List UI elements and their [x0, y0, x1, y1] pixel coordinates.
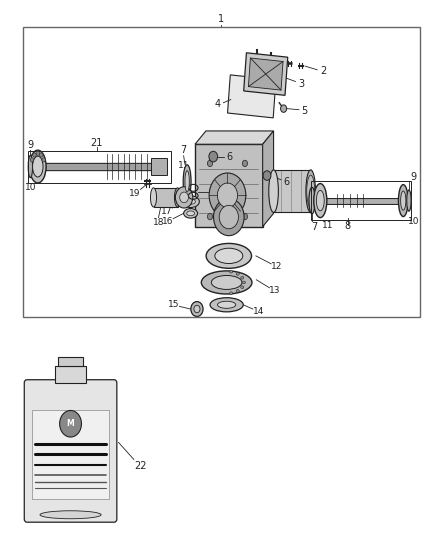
- Circle shape: [217, 183, 237, 207]
- Text: 9: 9: [27, 140, 33, 150]
- Ellipse shape: [314, 183, 327, 217]
- Polygon shape: [263, 131, 274, 227]
- Ellipse shape: [236, 272, 239, 275]
- Circle shape: [191, 302, 203, 317]
- Text: 9: 9: [410, 172, 417, 182]
- Ellipse shape: [269, 170, 279, 213]
- Circle shape: [175, 187, 193, 208]
- Ellipse shape: [182, 196, 199, 207]
- Circle shape: [281, 105, 287, 112]
- Polygon shape: [195, 131, 274, 144]
- Ellipse shape: [185, 171, 189, 192]
- Text: 3: 3: [298, 79, 304, 88]
- Ellipse shape: [309, 187, 315, 214]
- Circle shape: [209, 151, 218, 162]
- Ellipse shape: [230, 270, 233, 273]
- Bar: [58, 357, 83, 366]
- Circle shape: [36, 151, 39, 155]
- Circle shape: [39, 153, 43, 157]
- Ellipse shape: [230, 292, 233, 295]
- Text: 10: 10: [407, 217, 419, 227]
- Circle shape: [207, 213, 212, 220]
- Text: 17: 17: [161, 207, 173, 216]
- Text: 7: 7: [180, 146, 187, 156]
- FancyBboxPatch shape: [24, 379, 117, 522]
- Ellipse shape: [306, 170, 315, 213]
- Bar: [28, 151, 171, 182]
- Ellipse shape: [241, 277, 244, 279]
- Circle shape: [219, 205, 238, 229]
- Ellipse shape: [32, 156, 43, 177]
- Ellipse shape: [183, 165, 191, 198]
- Ellipse shape: [401, 191, 406, 210]
- Bar: [311, 181, 411, 220]
- Text: M: M: [67, 419, 74, 428]
- Ellipse shape: [174, 188, 180, 207]
- Text: 1: 1: [218, 14, 224, 25]
- Ellipse shape: [307, 175, 314, 207]
- Ellipse shape: [184, 208, 198, 218]
- Ellipse shape: [186, 199, 195, 204]
- Text: 6: 6: [284, 177, 290, 187]
- Ellipse shape: [29, 150, 46, 183]
- Text: 12: 12: [271, 262, 283, 271]
- Circle shape: [194, 305, 200, 313]
- Text: 19: 19: [129, 189, 141, 198]
- Text: 6: 6: [227, 151, 233, 161]
- Ellipse shape: [201, 271, 252, 294]
- Text: 10: 10: [25, 183, 36, 192]
- Circle shape: [180, 192, 188, 203]
- Circle shape: [42, 158, 46, 162]
- Text: 14: 14: [253, 307, 264, 316]
- Ellipse shape: [187, 211, 194, 216]
- Circle shape: [242, 213, 247, 220]
- Bar: [32, 410, 109, 498]
- Ellipse shape: [212, 276, 242, 289]
- Bar: [274, 170, 311, 213]
- Ellipse shape: [241, 286, 244, 288]
- Circle shape: [263, 171, 271, 180]
- Polygon shape: [244, 53, 288, 95]
- Bar: [151, 158, 166, 175]
- Text: 4: 4: [215, 99, 221, 109]
- Ellipse shape: [242, 281, 245, 284]
- Bar: [55, 366, 86, 383]
- Bar: [153, 188, 177, 207]
- Ellipse shape: [215, 248, 243, 263]
- Polygon shape: [248, 58, 283, 90]
- Ellipse shape: [218, 301, 236, 308]
- Text: 7: 7: [311, 222, 317, 232]
- Ellipse shape: [236, 289, 239, 292]
- Ellipse shape: [28, 156, 32, 177]
- Text: 13: 13: [269, 286, 280, 295]
- Text: 11: 11: [178, 161, 189, 170]
- Bar: [22, 27, 420, 317]
- Text: 21: 21: [91, 138, 103, 148]
- Ellipse shape: [316, 190, 324, 211]
- Circle shape: [60, 410, 81, 437]
- Text: 11: 11: [321, 221, 333, 230]
- Text: 18: 18: [153, 219, 164, 228]
- Text: 22: 22: [134, 461, 147, 471]
- Ellipse shape: [399, 184, 408, 216]
- Text: 15: 15: [168, 300, 180, 309]
- Ellipse shape: [40, 511, 101, 519]
- Circle shape: [207, 160, 212, 167]
- Ellipse shape: [206, 244, 251, 268]
- Ellipse shape: [150, 188, 156, 207]
- Text: 2: 2: [320, 66, 326, 76]
- Text: 5: 5: [301, 106, 308, 116]
- Ellipse shape: [210, 298, 243, 312]
- Polygon shape: [228, 75, 276, 118]
- Ellipse shape: [407, 190, 411, 211]
- Bar: [195, 144, 263, 227]
- Circle shape: [33, 153, 36, 157]
- Text: 20: 20: [208, 189, 220, 198]
- Text: 16: 16: [162, 217, 173, 226]
- Text: 8: 8: [345, 221, 351, 231]
- Circle shape: [30, 158, 34, 162]
- Circle shape: [242, 160, 247, 167]
- Circle shape: [214, 198, 244, 236]
- Circle shape: [209, 173, 246, 217]
